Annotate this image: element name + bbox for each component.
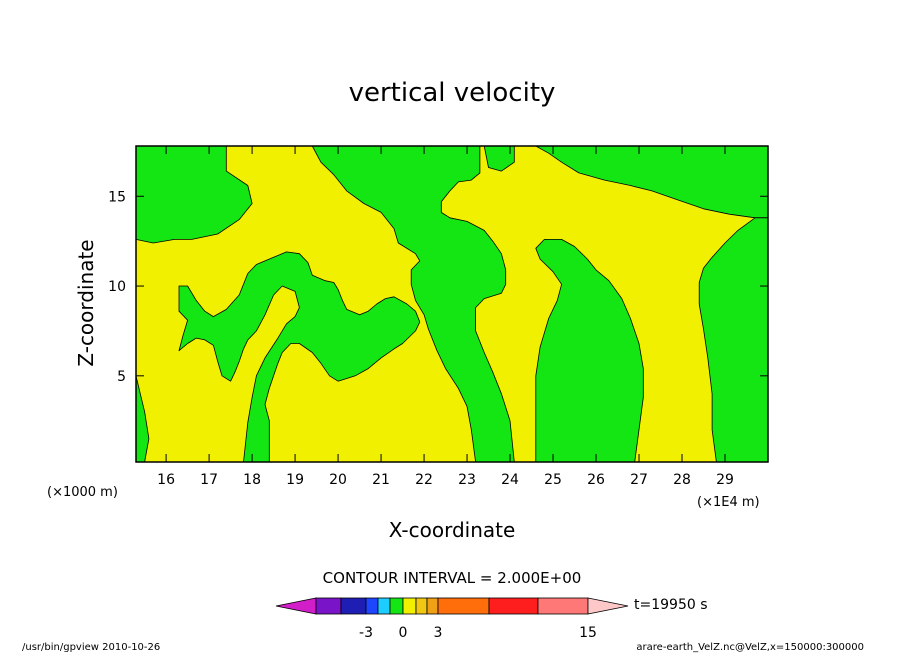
- x-tick-label: 27: [630, 472, 648, 488]
- colorbar-segment: [365, 597, 379, 615]
- x-tick-label: 28: [673, 472, 691, 488]
- colorbar-segment: [402, 597, 417, 615]
- x-tick-label: 25: [544, 472, 562, 488]
- plot-frame: [135, 145, 769, 463]
- y-tick-label: 5: [117, 369, 126, 385]
- x-tick-label: 24: [501, 472, 519, 488]
- colorbar-label: 0: [399, 625, 408, 641]
- contour-region-right-edge: [698, 217, 769, 463]
- x-unit-left: (×1000 m): [47, 485, 118, 500]
- footer-left: /usr/bin/gpview 2010-10-26: [22, 642, 160, 653]
- colorbar-label: 15: [579, 625, 597, 641]
- contour-region-right-arch: [535, 239, 644, 463]
- colorbar-segment: [315, 597, 342, 615]
- colorbar-label: 3: [434, 625, 443, 641]
- colorbar-segment: [377, 597, 391, 615]
- time-label: t=19950 s: [634, 597, 708, 613]
- colorbar-segment: [426, 597, 439, 615]
- contour-region-center-tall: [311, 145, 515, 463]
- colorbar-segment: [389, 597, 404, 615]
- x-axis-label: X-coordinate: [389, 518, 516, 542]
- colorbar-segment: [537, 597, 589, 615]
- colorbar-segment: [437, 597, 490, 615]
- colorbar-labels: -3 0 3 15: [359, 625, 597, 641]
- x-tick-label: 26: [587, 472, 605, 488]
- contour-region-upper-left: [135, 145, 253, 244]
- x-tick-label: 22: [415, 472, 433, 488]
- x-tick-label: 18: [243, 472, 261, 488]
- contour-interval-text: CONTOUR INTERVAL = 2.000E+00: [323, 569, 582, 587]
- colorbar-label: -3: [359, 625, 373, 641]
- x-tick-label: 19: [286, 472, 304, 488]
- colorbar-left-arrow: [275, 597, 317, 615]
- x-tick-label: 17: [200, 472, 218, 488]
- colorbar-right-arrow: [587, 597, 629, 615]
- footer-right: arare-earth_VelZ.nc@VelZ,x=150000:300000: [636, 642, 864, 653]
- x-tick-label: 23: [458, 472, 476, 488]
- y-tick-label: 10: [108, 279, 126, 295]
- x-tick-label: 16: [157, 472, 175, 488]
- contour-regions: [135, 145, 769, 463]
- plot-area: 16 17 18 19 20 21 22 23 24 25 26 27 28 29 5 10 15: [108, 145, 769, 488]
- x-unit-right: (×1E4 m): [697, 495, 760, 510]
- x-tick-label: 29: [716, 472, 734, 488]
- x-tick-label: 21: [372, 472, 390, 488]
- x-axis-ticks: 16 17 18 19 20 21 22 23 24 25 26 27 28 29: [157, 146, 734, 488]
- colorbar-segment: [415, 597, 428, 615]
- y-tick-label: 15: [108, 189, 126, 205]
- y-axis-label: Z-coordinate: [74, 239, 98, 366]
- colorbar-segment: [488, 597, 539, 615]
- y-axis-ticks: 5 10 15: [108, 189, 768, 385]
- colorbar: [275, 597, 629, 615]
- contour-region-center-loop: [178, 251, 421, 463]
- colorbar-segment: [340, 597, 367, 615]
- chart-title: vertical velocity: [349, 78, 556, 108]
- x-tick-label: 20: [329, 472, 347, 488]
